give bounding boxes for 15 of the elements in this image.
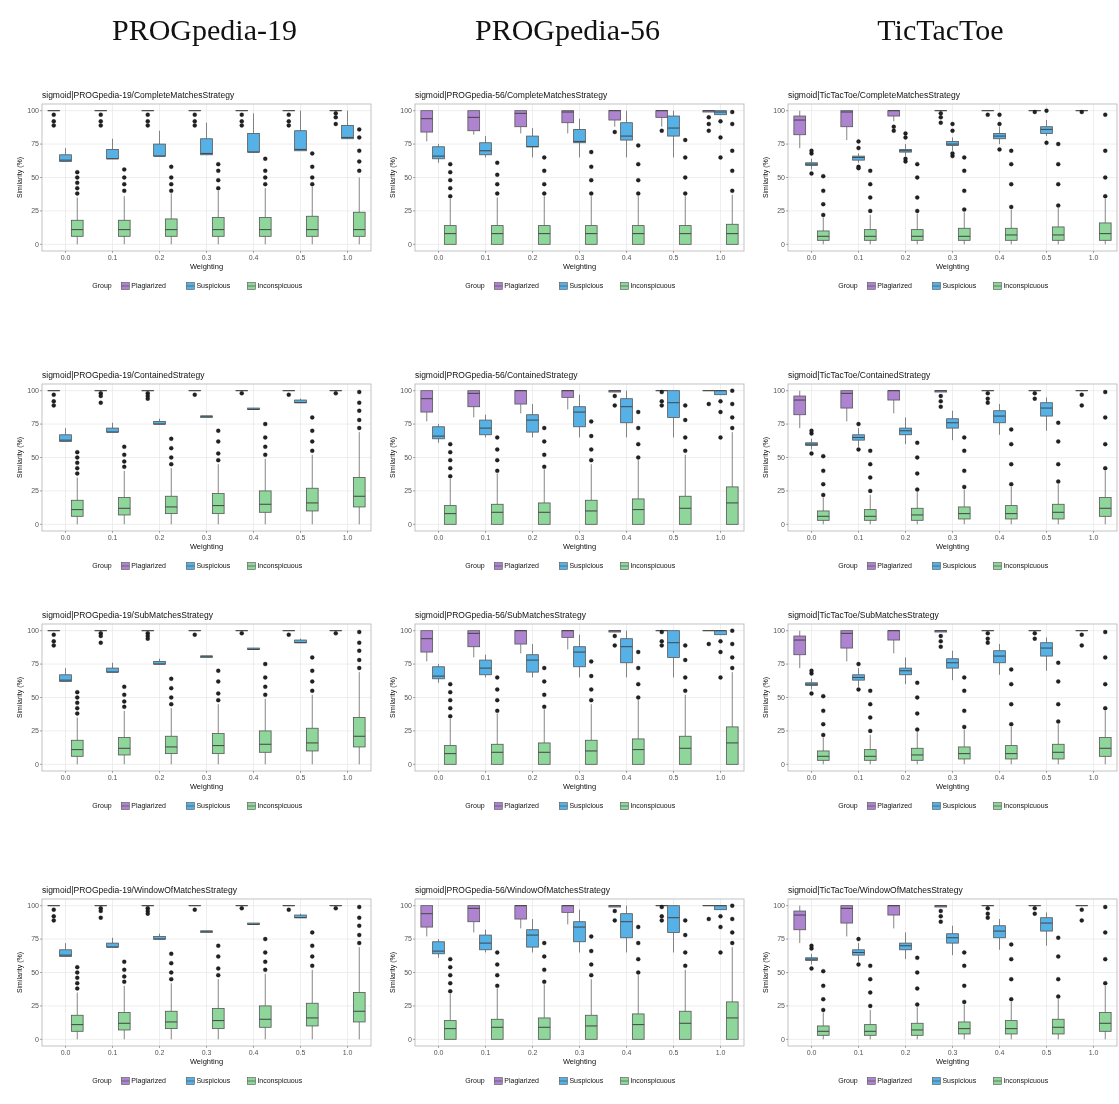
text: PROGpedia-19 <box>112 13 297 46</box>
chart-title: sigmoid|TicTacToe/WindowOfMatchesStrategy <box>788 885 964 895</box>
chart-title: sigmoid|TicTacToe/CompleteMatchesStrategy <box>788 90 961 100</box>
chart-title: sigmoid|PROGpedia-19/WindowOfMatchesStrategy <box>42 885 238 895</box>
chart-title: sigmoid|PROGpedia-56/CompleteMatchesStrategy <box>415 90 608 100</box>
chart-title: sigmoid|PROGpedia-56/ContainedStrategy <box>415 370 579 380</box>
chart-title: sigmoid|PROGpedia-56/WindowOfMatchesStrategy <box>415 885 611 895</box>
chart-title: sigmoid|PROGpedia-19/SubMatchesStrategy <box>42 610 214 620</box>
text: TicTacToe <box>877 13 1004 46</box>
chart-title: sigmoid|TicTacToe/ContainedStrategy <box>788 370 931 380</box>
chart-title: sigmoid|PROGpedia-19/CompleteMatchesStrategy <box>42 90 235 100</box>
chart-title: sigmoid|PROGpedia-56/SubMatchesStrategy <box>415 610 587 620</box>
chart-title: sigmoid|TicTacToe/SubMatchesStrategy <box>788 610 940 620</box>
chart-title: sigmoid|PROGpedia-19/ContainedStrategy <box>42 370 206 380</box>
text: PROGpedia-56 <box>475 13 660 46</box>
